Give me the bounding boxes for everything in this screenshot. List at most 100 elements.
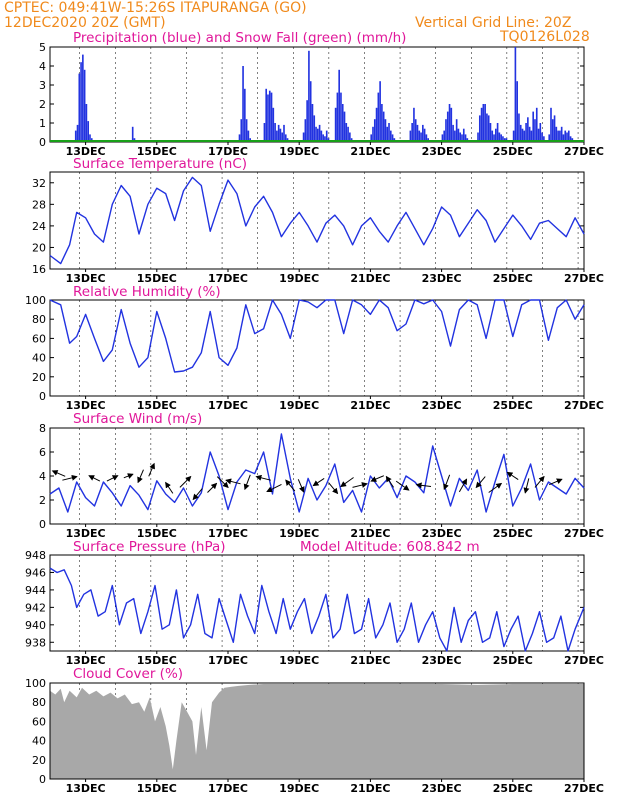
precipitation-bar [242,66,244,142]
precipitation-bar [340,92,342,142]
wind-vector [225,478,241,485]
precipitation-bar [519,124,522,142]
precipitation-bar [373,119,376,142]
precipitation-bar [281,132,284,142]
wind-vector [443,474,451,491]
humidity-ytick-label: 100 [25,294,46,307]
precipitation-bar [263,123,266,142]
precipitation-bar [496,123,499,142]
precipitation-bar [375,107,378,142]
precipitation-bar [486,113,488,142]
pressure-ytick-label: 938 [25,636,46,649]
precipitation-bar [514,47,517,142]
temperature-xtick-label: 27DEC [564,272,604,285]
temperature-ytick-label: 24 [32,220,46,233]
precipitation-bar [284,134,287,142]
wind-ytick-label: 2 [39,494,46,507]
pressure-title: Surface Pressure (hPa) [73,539,226,555]
precipitation-bar [495,128,497,142]
wind-vector [370,475,385,482]
precipitation-bar [535,107,538,142]
wind-ytick-label: 6 [39,446,46,459]
precipitation-bar [457,128,460,142]
wind-vector [285,479,296,492]
precipitation-bar [379,81,381,142]
precipitation-bar [512,130,515,142]
precipitation-bar [80,62,82,143]
precipitation-bar [349,132,351,142]
wind-xtick-label: 17DEC [208,527,248,540]
precipitation-bar [462,128,465,142]
precipitation-bar [409,130,412,142]
cloud-xtick-label: 15DEC [137,782,177,795]
model-altitude: Model Altitude: 608.842 m [300,539,480,555]
precipitation-ytick-label: 1 [39,117,46,130]
humidity-ytick-label: 80 [32,313,46,326]
precipitation-xtick-label: 27DEC [564,145,604,158]
precipitation-bar [521,128,524,142]
cloud-xtick-label: 13DEC [66,782,106,795]
wind-vector [458,478,468,493]
wind-vector [506,471,519,481]
precipitation-bar [480,107,483,142]
wind-vector [106,475,119,482]
pressure-xtick-label: 21DEC [350,654,390,667]
humidity-xtick-label: 19DEC [279,399,319,412]
precipitation-bar [76,124,79,142]
wind-vector [62,474,78,481]
precipitation-ytick-label: 3 [39,79,46,92]
wind-panel: Surface Wind (m/s) 13DEC 15DEC 17DEC 19DEC 2… [39,411,604,540]
precipitation-bar [414,119,417,142]
wind-xtick-label: 13DEC [66,527,106,540]
wind-ytick-label: 8 [39,422,46,435]
precipitation-bar [566,132,568,142]
humidity-plot: 13DEC 15DEC 17DEC 19DEC 21DEC 23DEC 25DEC 27DEC… [25,294,604,412]
precipitation-bar [569,136,572,142]
pressure-ytick-label: 946 [25,566,46,579]
precipitation-bar [325,130,328,142]
precipitation-bar [388,123,390,142]
precipitation-bar [411,123,413,142]
precipitation-xtick-label: 23DEC [422,145,462,158]
wind-line [49,433,585,513]
precipitation-xtick-label: 13DEC [66,145,106,158]
precipitation-xtick-label: 17DEC [208,145,248,158]
humidity-title: Relative Humidity (%) [73,284,221,300]
precipitation-bar [302,132,305,142]
precipitation-bar [268,90,271,142]
wind-vector [523,478,530,494]
precipitation-bar [343,111,346,142]
precipitation-bar [560,126,563,142]
precipitation-ytick-label: 4 [39,60,46,73]
precipitation-bar [425,134,428,142]
precipitation-panel: Precipitation (blue) and Snow Fall (gree… [39,30,604,158]
temperature-plot: 13DEC 15DEC 17DEC 19DEC 21DEC 23DEC 25DEC 27DEC… [32,171,604,285]
temperature-panel: Surface Temperature (nC) 13DEC 15DEC 17DEC… [32,156,604,285]
pressure-line [49,567,585,652]
precipitation-ytick-label: 2 [39,98,46,111]
wind-vector [385,475,394,488]
precipitation-bar [382,111,385,142]
precipitation-bar [446,111,449,142]
precipitation-bar [265,88,268,142]
temperature-xtick-label: 15DEC [137,272,177,285]
temperature-xtick-label: 21DEC [350,272,390,285]
precipitation-bar [274,123,276,142]
precipitation-plot: 13DEC 15DEC 17DEC 19DEC 21DEC 23DEC 25DEC 27DEC… [39,41,604,158]
pressure-ytick-label: 940 [25,619,46,632]
cloud-ytick-label: 0 [39,773,46,786]
cloud-cover-area [50,684,584,779]
pressure-xtick-label: 19DEC [279,654,319,667]
precipitation-bar [441,134,444,142]
wind-vector [395,480,410,491]
precipitation-xtick-label: 25DEC [493,145,533,158]
pressure-frame [49,554,585,652]
pressure-xtick-label: 15DEC [137,654,177,667]
header-grid-line: Vertical Grid Line: 20Z [415,15,571,31]
header-location: CPTEC: 049:41W-15:26S ITAPURANGA (GO) [4,0,307,16]
precipitation-bar [416,124,419,142]
precipitation-bar [537,128,540,142]
cloud-frame-top [49,682,585,780]
wind-vector [549,478,563,486]
precipitation-bar [244,88,246,142]
